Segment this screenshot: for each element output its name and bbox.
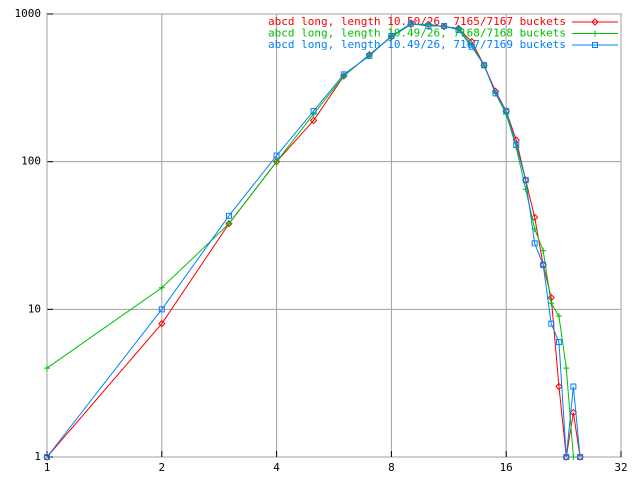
point — [540, 261, 547, 268]
y-tick-label: 10 — [28, 302, 41, 315]
point — [340, 71, 347, 78]
point — [225, 212, 232, 219]
point — [273, 152, 280, 159]
series-line — [46, 23, 581, 458]
point — [455, 26, 462, 33]
y-tick-label: 1000 — [15, 7, 42, 20]
point — [388, 32, 395, 39]
point — [555, 339, 562, 346]
point — [570, 383, 577, 390]
x-tick-label: 2 — [158, 461, 165, 474]
x-tick-label: 8 — [388, 461, 395, 474]
point — [577, 454, 584, 460]
point — [158, 284, 165, 291]
point — [540, 247, 547, 254]
point — [531, 240, 538, 247]
point — [522, 186, 529, 193]
x-tick-label: 16 — [500, 461, 513, 474]
point — [530, 213, 539, 222]
point — [513, 141, 520, 148]
point — [555, 313, 562, 320]
point — [441, 22, 448, 29]
point — [548, 300, 555, 307]
point — [563, 365, 570, 372]
y-tick-label: 100 — [21, 155, 41, 168]
point — [309, 116, 318, 125]
legend-label: abcd long, length 10.49/26, 7168/7168 bu… — [268, 27, 566, 40]
point — [570, 454, 577, 460]
series-line — [46, 23, 574, 458]
point — [454, 24, 463, 33]
point — [569, 408, 578, 417]
point — [44, 454, 50, 460]
series-line — [46, 23, 581, 458]
point — [225, 220, 233, 228]
legend-marker — [592, 42, 598, 48]
point — [273, 158, 280, 165]
point — [425, 22, 432, 29]
point — [503, 108, 510, 115]
point — [44, 365, 50, 372]
point — [158, 319, 166, 328]
legend-label: abcd long, length 10.50/26, 7165/7167 bu… — [268, 15, 566, 28]
point — [366, 52, 373, 59]
point — [407, 20, 414, 27]
x-tick-label: 1 — [44, 461, 51, 474]
point — [492, 90, 499, 97]
legend-marker — [592, 30, 598, 37]
point — [522, 177, 529, 184]
legend-marker — [591, 18, 599, 26]
x-tick-label: 4 — [273, 461, 280, 474]
point — [310, 108, 317, 115]
point — [481, 62, 488, 69]
point — [563, 454, 570, 460]
point — [225, 220, 232, 227]
legend-label: abcd long, length 10.49/26, 7167/7169 bu… — [268, 38, 566, 51]
y-tick-label: 1 — [34, 450, 41, 463]
plot-frame — [46, 13, 622, 458]
point — [548, 320, 555, 327]
point — [158, 306, 165, 313]
point — [468, 43, 475, 50]
x-tick-label: 32 — [614, 461, 627, 474]
